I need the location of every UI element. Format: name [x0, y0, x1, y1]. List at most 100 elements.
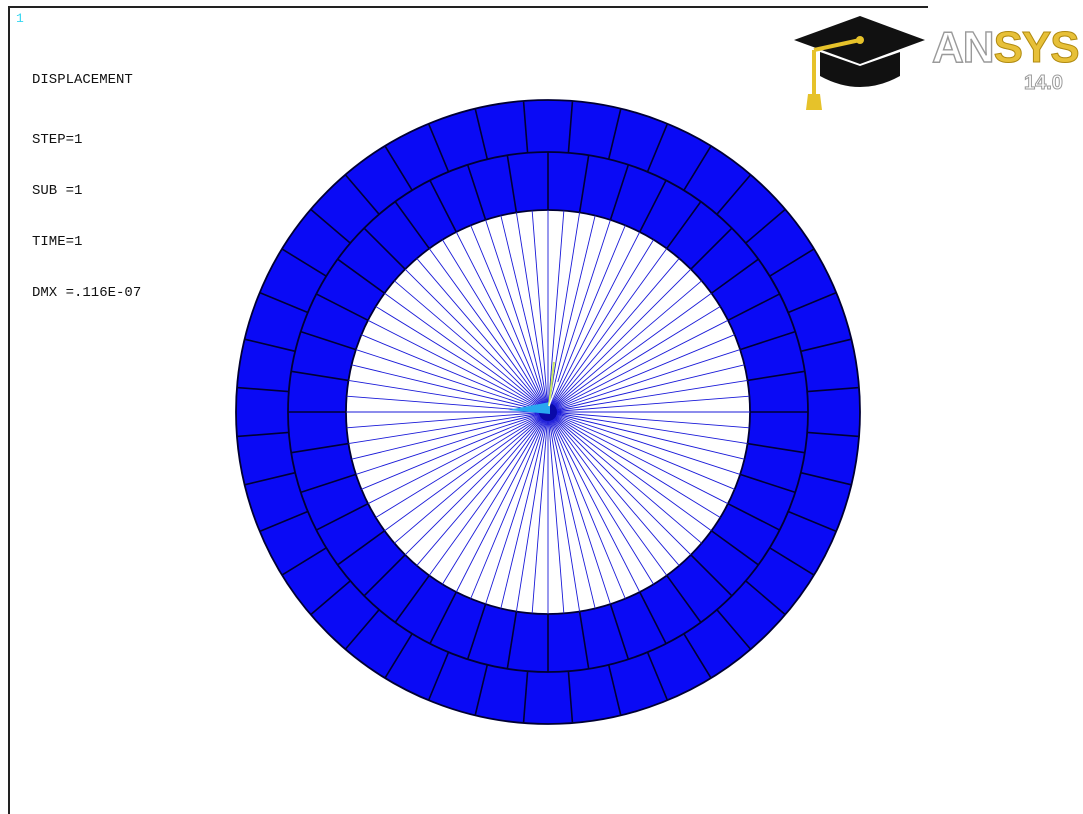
spoke-line: [547, 334, 735, 413]
spoke-line: [384, 411, 549, 532]
spoke-line: [547, 411, 748, 445]
spoke-line: [367, 319, 549, 413]
spoke-line: [547, 411, 641, 593]
mesh-edge: [747, 442, 805, 454]
spoke-line: [375, 306, 549, 413]
spoke-line: [547, 306, 721, 413]
mesh-edge: [747, 370, 805, 382]
radial-spoke-lines: [346, 210, 750, 614]
mesh-edge: [300, 330, 357, 351]
spoke-line: [547, 210, 565, 413]
spoke-line: [367, 411, 549, 505]
spoke-line: [355, 411, 549, 475]
spoke-line: [547, 280, 702, 413]
spoke-line: [547, 411, 735, 490]
spoke-line: [428, 411, 549, 576]
spoke-line: [547, 219, 611, 413]
spoke-line: [455, 231, 549, 413]
spoke-line: [547, 239, 654, 413]
legend-time: TIME=1: [32, 234, 83, 250]
mesh-edge: [609, 603, 630, 660]
mesh-edge: [578, 611, 590, 669]
spoke-line: [547, 319, 729, 413]
mesh-edge: [429, 179, 458, 233]
spoke-line: [547, 395, 750, 413]
mesh-edge: [259, 510, 309, 533]
spoke-line: [404, 411, 549, 556]
spoke-line: [547, 212, 581, 413]
ansys-logo: ANSYS: [931, 23, 1080, 72]
mesh-edge: [769, 248, 815, 277]
mesh-edge: [646, 123, 669, 173]
mesh-edge: [807, 431, 860, 438]
triad-y-axis: [548, 361, 555, 407]
mesh-edge: [429, 591, 458, 645]
mesh-edge: [800, 338, 852, 353]
spoke-line: [384, 292, 549, 413]
viewport-border-left: [8, 6, 10, 814]
mesh-edge: [244, 338, 296, 353]
spoke-line: [442, 239, 549, 413]
mesh-edge: [506, 611, 518, 669]
mesh-edge: [300, 473, 357, 494]
mesh-edge: [727, 293, 781, 322]
legend-substep: SUB =1: [32, 183, 83, 199]
mesh-edge: [259, 291, 309, 314]
mesh-edge: [716, 174, 752, 215]
spoke-line: [394, 411, 549, 544]
mesh-edge: [807, 386, 860, 393]
mesh-edge: [666, 574, 702, 623]
spoke-line: [547, 411, 611, 605]
spoke-line: [470, 225, 549, 413]
mesh-edge: [344, 174, 380, 215]
spoke-line: [547, 364, 745, 413]
mesh-circle: [235, 99, 861, 725]
triad-x-axis: [508, 402, 550, 414]
mesh-edge: [567, 100, 574, 153]
spoke-line: [547, 379, 748, 413]
spoke-line: [500, 411, 549, 609]
mesh-edge: [638, 179, 667, 233]
mesh-edge: [638, 591, 667, 645]
mesh-edge: [666, 201, 702, 250]
spoke-line: [361, 411, 549, 490]
spoke-line: [547, 411, 729, 505]
spoke-line: [470, 411, 549, 599]
ansys-version: 14.0: [1024, 72, 1064, 95]
spoke-line: [547, 411, 565, 614]
mesh-edge: [745, 208, 786, 244]
mesh-edge: [769, 547, 815, 576]
spoke-line: [547, 411, 668, 576]
mesh-edge: [609, 164, 630, 221]
mesh-edge: [291, 370, 349, 382]
mesh-edge: [384, 633, 413, 679]
mesh-edge: [646, 651, 669, 701]
spoke-line: [442, 411, 549, 585]
legend-dmx: DMX =.116E-07: [32, 285, 142, 301]
spoke-line: [547, 258, 680, 413]
window-number: 1: [16, 11, 24, 26]
mesh-edge: [236, 386, 289, 393]
mesh-edge: [310, 208, 351, 244]
spoke-line: [547, 411, 680, 566]
viewport-border-top: [8, 6, 928, 8]
spoke-line: [515, 212, 549, 413]
spoke-line: [348, 411, 549, 445]
mesh-edge: [427, 123, 450, 173]
spoke-line: [547, 411, 692, 556]
mesh-edge: [236, 431, 289, 438]
mesh-edge: [690, 554, 733, 597]
spoke-line: [500, 215, 549, 413]
mesh-edge: [281, 547, 327, 576]
spoke-line: [361, 334, 549, 413]
mesh-edge: [716, 609, 752, 650]
mesh-edge: [384, 145, 413, 191]
mesh-edge: [394, 574, 430, 623]
ansys-logo-suffix: SYS: [993, 23, 1080, 72]
graduation-cap-icon: [794, 16, 925, 110]
mesh-edge: [578, 155, 590, 213]
mesh-edge: [363, 554, 406, 597]
spoke-line: [547, 411, 626, 599]
